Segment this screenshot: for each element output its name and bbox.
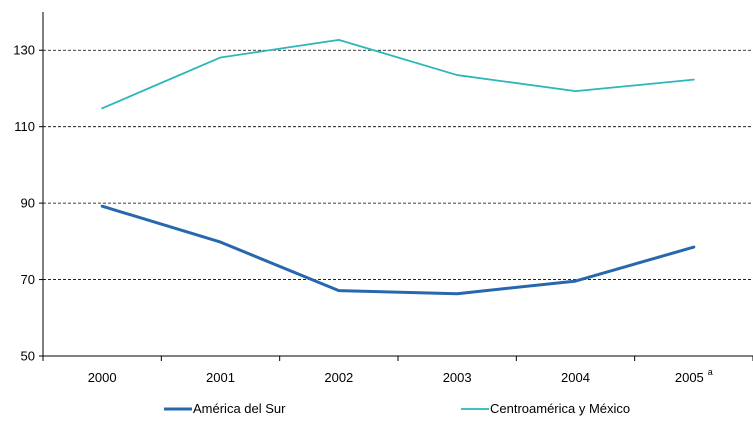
legend: América del Sur Centroamérica y México	[164, 401, 630, 416]
y-tick-labels: 50 70 90 110 130	[13, 43, 43, 364]
legend-label: América del Sur	[193, 401, 286, 416]
x-tick-label: 2003	[443, 370, 472, 385]
x-tick-label: 2001	[206, 370, 235, 385]
x-tick-label-text: 2003	[443, 370, 472, 385]
x-tick-label: 2005 a	[675, 367, 713, 385]
x-tick-label: 2002	[324, 370, 353, 385]
legend-label: Centroamérica y México	[490, 401, 630, 416]
y-tick-label: 50	[21, 349, 35, 364]
grid-lines	[43, 49, 753, 280]
x-tick-label-superscript: a	[708, 367, 713, 377]
series-line-centroamerica-y-mexico	[101, 39, 695, 110]
y-tick-label: 90	[21, 196, 35, 211]
x-tick-label: 2000	[88, 370, 117, 385]
y-tick-label: 130	[13, 43, 35, 58]
axes	[42, 12, 753, 357]
series-lines	[100, 39, 696, 296]
x-tick-label-text: 2002	[324, 370, 353, 385]
series-line-america-del-sur	[100, 204, 696, 296]
x-tick-label-text: 2004	[561, 370, 590, 385]
x-tick-label-text: 2005	[675, 370, 704, 385]
y-tick-label: 70	[21, 272, 35, 287]
x-tick-labels: 2000 2001 2002 2003 2004 2005 a	[42, 356, 753, 385]
x-tick-label-text: 2001	[206, 370, 235, 385]
y-tick-label: 110	[14, 119, 35, 134]
x-tick-label-text: 2000	[88, 370, 117, 385]
x-tick-label: 2004	[561, 370, 590, 385]
